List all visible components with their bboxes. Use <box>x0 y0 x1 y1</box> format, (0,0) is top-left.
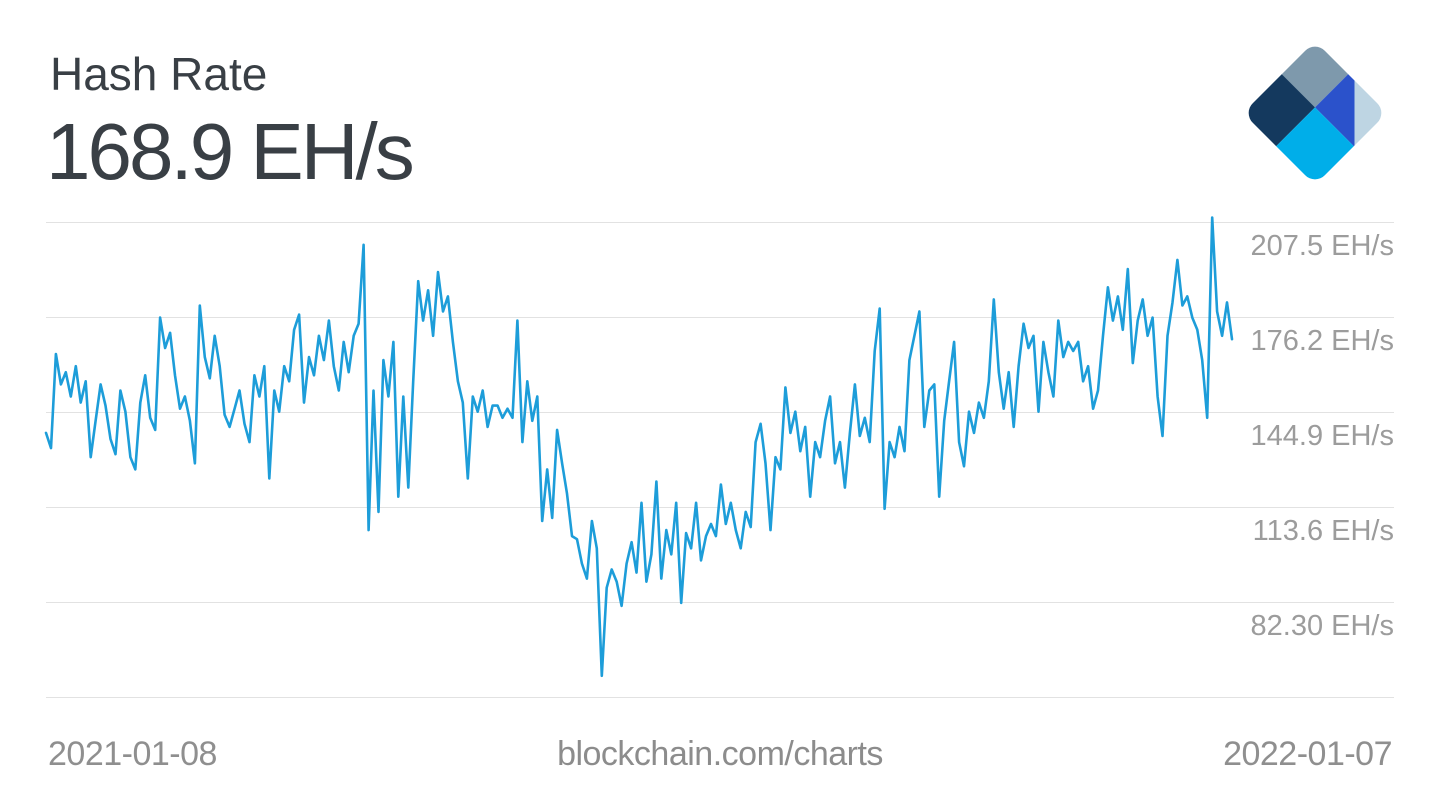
x-axis-end-date: 2022-01-07 <box>1223 735 1392 773</box>
page-title: Hash Rate <box>50 48 268 100</box>
y-axis-tick-label: 176.2 EH/s <box>1250 325 1394 357</box>
y-axis-tick-label: 207.5 EH/s <box>1250 230 1394 262</box>
current-hash-rate-value: 168.9 EH/s <box>46 107 415 196</box>
y-axis-tick-label: 144.9 EH/s <box>1250 420 1394 452</box>
watermark-blockchain-charts: blockchain.com/charts <box>557 735 883 773</box>
y-axis-tick-label: 82.30 EH/s <box>1250 610 1394 642</box>
y-axis-tick-label: 113.6 EH/s <box>1252 515 1394 547</box>
x-axis-start-date: 2021-01-08 <box>48 735 217 773</box>
hash-rate-series-line <box>44 216 1234 678</box>
